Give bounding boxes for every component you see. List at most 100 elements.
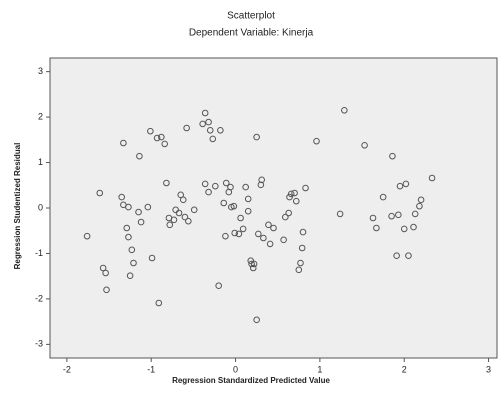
point xyxy=(388,212,395,220)
y-tick-label: -2 xyxy=(35,293,43,303)
point xyxy=(222,179,230,187)
point xyxy=(257,181,265,189)
point xyxy=(175,209,183,217)
point xyxy=(379,193,387,201)
point xyxy=(137,218,145,226)
point xyxy=(291,189,298,197)
point xyxy=(405,252,412,260)
point xyxy=(125,233,132,241)
point xyxy=(177,191,185,199)
point xyxy=(128,246,136,254)
point xyxy=(125,203,132,211)
y-tick-label: -3 xyxy=(35,339,43,349)
y-tick-label: 0 xyxy=(38,202,43,212)
point xyxy=(179,196,187,204)
point xyxy=(206,126,214,134)
plot-area xyxy=(49,57,498,359)
point xyxy=(265,221,272,229)
point xyxy=(258,176,265,184)
point xyxy=(416,202,423,210)
point xyxy=(298,244,306,252)
point xyxy=(227,183,234,191)
point xyxy=(118,193,125,201)
point xyxy=(161,140,169,148)
point xyxy=(417,196,425,204)
point xyxy=(302,184,309,192)
point xyxy=(148,254,156,262)
point xyxy=(222,232,229,240)
point xyxy=(270,224,277,232)
point xyxy=(336,210,344,218)
x-tick-label: 2 xyxy=(402,364,407,374)
x-tick-label: 0 xyxy=(233,364,238,374)
point xyxy=(410,223,417,231)
point xyxy=(96,189,104,197)
point xyxy=(292,197,300,205)
point xyxy=(170,216,178,224)
point xyxy=(102,269,109,277)
point xyxy=(282,213,289,221)
point xyxy=(83,232,91,240)
y-tick-label: 2 xyxy=(38,111,43,121)
point xyxy=(411,210,419,218)
point xyxy=(103,286,110,294)
point xyxy=(190,206,198,214)
chart-subtitle: Dependent Variable: Kinerja xyxy=(189,28,314,39)
point xyxy=(295,266,303,274)
point xyxy=(201,180,209,188)
point xyxy=(244,207,252,215)
y-tick-label: -1 xyxy=(35,248,43,258)
point xyxy=(393,252,400,260)
point xyxy=(285,209,292,217)
point xyxy=(242,183,249,191)
point xyxy=(396,182,404,190)
chart-title: Scatterplot xyxy=(227,11,275,22)
point xyxy=(266,240,274,248)
point xyxy=(280,236,287,244)
point xyxy=(205,118,212,126)
point xyxy=(120,139,127,147)
point xyxy=(297,259,304,267)
point xyxy=(395,211,402,219)
point xyxy=(260,234,267,242)
point xyxy=(123,224,131,232)
point xyxy=(250,260,258,268)
x-tick-label: 1 xyxy=(317,364,322,374)
x-tick-label: 3 xyxy=(486,364,491,374)
point xyxy=(361,141,368,149)
point xyxy=(181,213,189,221)
point xyxy=(199,120,206,128)
point xyxy=(286,193,293,201)
y-axis-title: Regression Studentized Residual xyxy=(13,143,22,270)
point xyxy=(231,229,239,237)
point xyxy=(166,221,174,229)
point xyxy=(217,126,224,134)
x-tick-label: -1 xyxy=(147,364,155,374)
point xyxy=(369,214,377,222)
point xyxy=(205,188,212,196)
point xyxy=(249,264,257,272)
point xyxy=(237,214,244,222)
point xyxy=(428,174,436,182)
point xyxy=(235,230,243,238)
point xyxy=(341,106,348,114)
point xyxy=(402,180,410,188)
point xyxy=(155,299,163,307)
point xyxy=(163,179,170,187)
point xyxy=(153,134,161,142)
point xyxy=(215,282,222,290)
point xyxy=(287,190,295,198)
x-tick-label: -2 xyxy=(63,364,71,374)
y-tick-label: 1 xyxy=(38,157,43,167)
point xyxy=(185,217,192,225)
point xyxy=(183,124,190,132)
point xyxy=(130,259,137,267)
point xyxy=(136,152,143,160)
point xyxy=(239,225,247,233)
point xyxy=(147,127,154,135)
point xyxy=(230,202,238,210)
point xyxy=(212,182,219,190)
point xyxy=(400,225,408,233)
point xyxy=(135,208,142,216)
